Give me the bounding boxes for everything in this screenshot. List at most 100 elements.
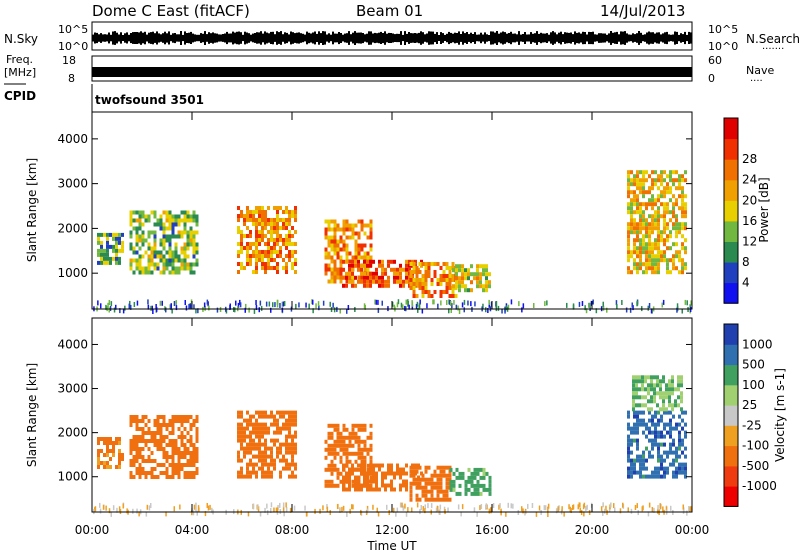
- scatter-cell: [148, 505, 151, 511]
- echo-cell: [324, 247, 328, 252]
- echo-cell: [195, 222, 199, 227]
- echo-cell: [684, 466, 687, 471]
- noise-sample: [284, 32, 286, 44]
- noise-sample: [138, 32, 140, 44]
- echo-cell: [135, 467, 139, 471]
- echo-cell: [473, 276, 476, 281]
- echo-cell: [252, 250, 255, 254]
- echo-cell: [684, 226, 687, 231]
- power-colorbar-label: Power [dB]: [757, 177, 771, 242]
- echo-cell: [675, 186, 678, 191]
- scatter-cell: [602, 305, 605, 311]
- echo-cell: [464, 272, 467, 277]
- echo-cell: [135, 419, 139, 423]
- noise-sample: [630, 34, 632, 42]
- scatter-cell: [535, 511, 538, 517]
- colorbar-segment: [724, 425, 738, 447]
- echo-cell: [288, 238, 291, 242]
- scatter-cell: [426, 303, 428, 309]
- echo-cell: [243, 426, 246, 431]
- echo-cell: [249, 434, 252, 439]
- scatter-cell: [146, 504, 149, 510]
- echo-cell: [243, 234, 246, 238]
- noise-sample: [580, 33, 582, 43]
- echo-cell: [324, 467, 328, 472]
- echo-cell: [476, 268, 479, 273]
- echo-cell: [339, 271, 343, 276]
- echo-cell: [384, 279, 387, 284]
- echo-cell: [115, 244, 118, 249]
- noise-sample: [536, 31, 538, 45]
- echo-cell: [357, 447, 361, 452]
- echo-cell: [135, 439, 139, 443]
- echo-cell: [285, 262, 288, 266]
- echo-cell: [633, 426, 636, 431]
- echo-cell: [348, 483, 351, 488]
- echo-cell: [405, 271, 408, 276]
- noise-sample: [140, 31, 142, 45]
- echo-cell: [357, 243, 361, 248]
- noise-sample: [472, 34, 474, 42]
- echo-cell: [282, 222, 285, 226]
- echo-cell: [291, 250, 294, 254]
- echo-cell: [345, 223, 349, 228]
- echo-cell: [249, 442, 252, 447]
- echo-cell: [639, 454, 642, 459]
- echo-cell: [330, 451, 334, 456]
- echo-cell: [436, 493, 440, 498]
- echo-cell: [138, 451, 142, 455]
- echo-cell: [430, 473, 434, 478]
- echo-cell: [336, 223, 340, 228]
- echo-cell: [650, 387, 653, 392]
- echo-cell: [168, 222, 172, 227]
- echo-cell: [644, 379, 647, 384]
- echo-cell: [153, 419, 157, 423]
- velocity-echoes: [93, 375, 692, 517]
- echo-cell: [393, 259, 396, 264]
- echo-cell: [675, 250, 678, 255]
- scatter-cell: [686, 510, 688, 516]
- echo-cell: [183, 455, 187, 459]
- echo-cell: [153, 210, 157, 215]
- echo-cell: [339, 455, 343, 460]
- echo-cell: [654, 410, 657, 415]
- echo-cell: [642, 250, 645, 255]
- scatter-cell: [108, 307, 110, 313]
- echo-cell: [369, 231, 373, 236]
- echo-cell: [672, 426, 675, 431]
- echo-cell: [430, 493, 434, 498]
- echo-cell: [237, 426, 240, 431]
- echo-cell: [246, 218, 249, 222]
- echo-cell: [476, 467, 480, 472]
- echo-cell: [246, 246, 249, 250]
- echo-cell: [279, 442, 282, 447]
- echo-cell: [156, 427, 160, 431]
- echo-cell: [633, 222, 636, 227]
- echo-cell: [651, 170, 654, 175]
- echo-cell: [451, 290, 455, 294]
- echo-cell: [264, 458, 267, 463]
- echo-cell: [246, 258, 249, 262]
- echo-cell: [153, 242, 157, 247]
- echo-cell: [324, 263, 328, 268]
- echo-cell: [168, 419, 172, 423]
- echo-cell: [642, 262, 645, 267]
- noise-sample: [598, 33, 600, 43]
- echo-cell: [651, 418, 654, 423]
- scatter-cell: [283, 511, 285, 517]
- scatter-cell: [424, 508, 426, 514]
- noise-sample: [672, 34, 674, 42]
- noise-sample: [392, 33, 394, 43]
- echo-cell: [291, 414, 294, 419]
- echo-cell: [249, 438, 252, 443]
- echo-cell: [666, 466, 669, 471]
- echo-cell: [342, 447, 346, 452]
- colorbar-segment: [724, 282, 738, 304]
- echo-cell: [324, 231, 328, 236]
- echo-cell: [189, 463, 193, 467]
- echo-cell: [351, 279, 354, 284]
- echo-cell: [97, 437, 100, 441]
- noise-sample: [308, 32, 310, 44]
- echo-cell: [627, 446, 630, 451]
- echo-cell: [642, 178, 645, 183]
